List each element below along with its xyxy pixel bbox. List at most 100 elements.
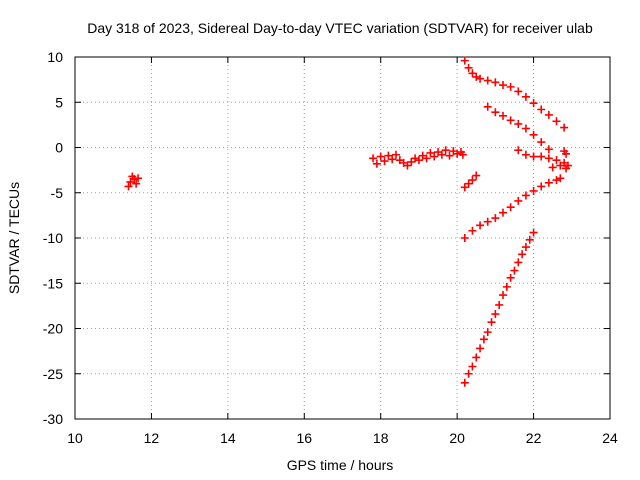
x-tick-label: 18 (373, 430, 389, 446)
data-point (537, 138, 546, 147)
data-point (521, 150, 530, 159)
data-point (132, 179, 141, 188)
data-point (510, 266, 519, 275)
data-point (537, 182, 546, 191)
data-point (468, 69, 477, 78)
data-point (556, 161, 565, 170)
data-point (544, 145, 553, 154)
data-point (529, 186, 538, 195)
y-tick-label: -25 (43, 366, 63, 382)
data-point (468, 362, 477, 371)
data-point (491, 214, 500, 223)
data-point (529, 99, 538, 108)
data-point (464, 63, 473, 72)
data-point (514, 87, 523, 96)
data-point (414, 156, 423, 165)
data-point (441, 146, 450, 155)
data-point (411, 154, 420, 163)
data-point (468, 226, 477, 235)
data-point (552, 176, 561, 185)
data-point (483, 76, 492, 85)
y-tick-label: 0 (55, 140, 63, 156)
chart-title: Day 318 of 2023, Sidereal Day-to-day VTE… (87, 20, 593, 36)
data-point (506, 82, 515, 91)
y-tick-label: -5 (51, 185, 64, 201)
data-point (544, 110, 553, 119)
data-point (548, 163, 557, 172)
data-point (521, 243, 530, 252)
data-point (483, 217, 492, 226)
data-point (453, 149, 462, 158)
data-point (556, 174, 565, 183)
data-point (134, 174, 143, 183)
data-point (499, 111, 507, 120)
y-tick-label: -20 (43, 321, 63, 337)
x-axis-label: GPS time / hours (287, 457, 394, 473)
data-point (529, 152, 538, 161)
data-point (372, 159, 381, 168)
data-point (502, 282, 511, 291)
data-point (491, 108, 500, 117)
data-point (388, 155, 397, 164)
data-point (426, 148, 435, 157)
data-point (562, 149, 571, 158)
data-point (376, 152, 385, 161)
data-point (445, 151, 454, 160)
data-point (392, 150, 400, 159)
data-point (495, 300, 504, 309)
data-point (460, 56, 469, 65)
data-point (514, 258, 523, 267)
data-point (529, 228, 538, 237)
y-tick-labels: 10 5 0 -5 -10 -15 -20 -25 -30 (43, 49, 63, 427)
data-point (514, 196, 523, 205)
data-point (521, 191, 530, 200)
data-point (506, 203, 515, 212)
data-point (458, 150, 467, 159)
data-point (460, 183, 469, 192)
data-point (499, 291, 507, 300)
axis-ticks (74, 56, 611, 420)
data-point (384, 151, 393, 160)
data-point (472, 353, 481, 362)
data-point (562, 164, 571, 173)
data-point (369, 154, 378, 163)
data-point (521, 92, 530, 101)
data-point (491, 310, 500, 319)
y-tick-label: -10 (43, 230, 63, 246)
x-tick-label: 20 (449, 430, 465, 446)
x-tick-label: 12 (144, 430, 160, 446)
x-tick-label: 24 (602, 430, 618, 446)
y-tick-label: 5 (55, 94, 63, 110)
x-tick-label: 14 (220, 430, 236, 446)
data-point (506, 273, 515, 282)
data-point (460, 378, 469, 387)
data-point (487, 318, 496, 327)
data-point (380, 157, 389, 166)
y-axis-label: SDTVAR / TECUs (6, 182, 22, 294)
data-point (472, 171, 481, 180)
data-point (521, 124, 530, 133)
data-point (430, 152, 439, 161)
x-tick-label: 22 (526, 430, 542, 446)
data-point (476, 74, 485, 83)
data-point (544, 178, 553, 187)
data-point (472, 72, 481, 81)
data-point (552, 156, 561, 165)
data-point (499, 208, 507, 217)
gridlines (75, 57, 610, 419)
data-point (464, 369, 473, 378)
data-point (544, 154, 553, 163)
data-point (464, 179, 473, 188)
data-point (537, 105, 546, 114)
x-tick-labels: 10 12 14 16 18 20 22 24 (67, 430, 618, 446)
data-point (437, 150, 446, 159)
data-point (537, 152, 546, 161)
data-point (552, 117, 561, 126)
data-point (529, 130, 538, 139)
data-points (124, 56, 572, 387)
data-point (476, 344, 485, 353)
data-point (506, 116, 515, 125)
data-point (479, 335, 488, 344)
data-point (499, 81, 507, 90)
x-tick-label: 10 (67, 430, 83, 446)
